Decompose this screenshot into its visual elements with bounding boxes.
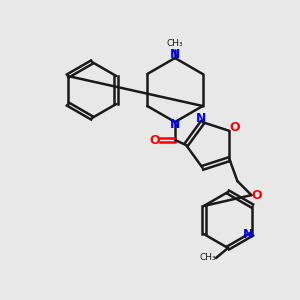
Text: N: N — [195, 112, 206, 125]
Text: O: O — [251, 189, 262, 202]
Text: CH₃: CH₃ — [200, 254, 216, 262]
Text: O: O — [229, 122, 240, 134]
Text: N: N — [170, 49, 180, 62]
Text: N: N — [243, 227, 254, 241]
Text: O: O — [150, 134, 160, 146]
Text: CH₃: CH₃ — [167, 40, 183, 49]
Text: N: N — [170, 118, 180, 131]
